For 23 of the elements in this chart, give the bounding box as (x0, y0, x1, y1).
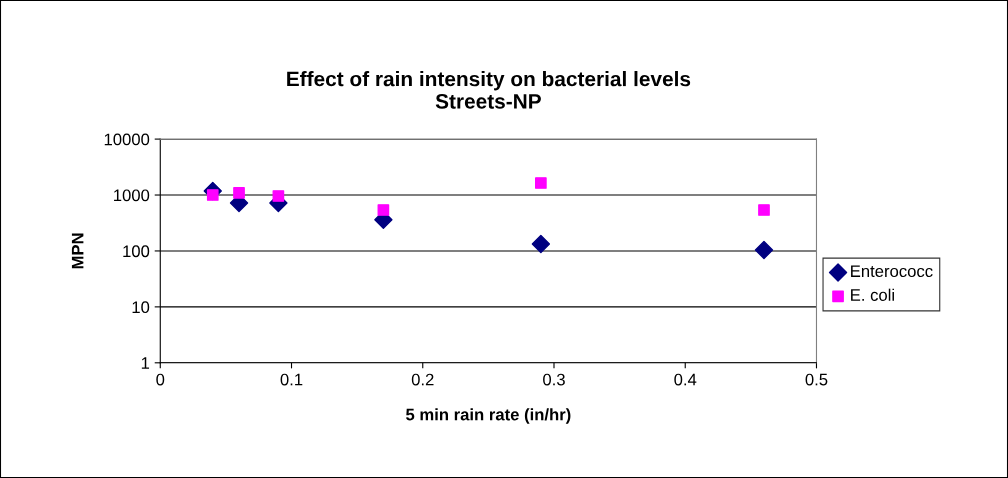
x-tick-label: 0.5 (805, 373, 828, 386)
point (535, 177, 547, 189)
y-tick-label: 10000 (104, 133, 150, 146)
point (758, 204, 770, 216)
x-tick-label: 0.3 (543, 373, 565, 386)
point (531, 234, 551, 254)
y-tick-label: 1000 (114, 189, 150, 202)
point (754, 240, 774, 260)
y-tick-label: 10 (132, 301, 150, 314)
x-tick-label: 0.4 (674, 373, 697, 386)
x-tick-label: 0 (156, 373, 165, 386)
point (377, 204, 390, 216)
x-axis-title: 5 min rain rate (in/hr) (406, 408, 571, 424)
point (233, 187, 245, 199)
legend-label: Enterococc (851, 265, 933, 278)
point (272, 190, 285, 202)
y-axis-title: MPN (71, 233, 84, 269)
y-tick-label: 100 (123, 245, 150, 258)
x-tick-label: 0.2 (411, 373, 434, 386)
legend-label: E. coli (851, 288, 894, 301)
chart-title: Effect of rain intensity on bacterial levels Streets-NP (287, 71, 691, 109)
y-tick-label: 1 (141, 357, 150, 369)
x-tick-label: 0.1 (280, 373, 303, 386)
